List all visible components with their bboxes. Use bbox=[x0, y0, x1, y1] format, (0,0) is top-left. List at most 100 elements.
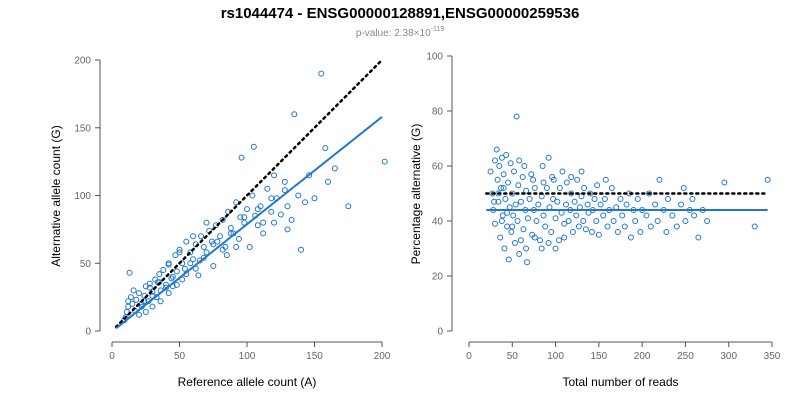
left-y-tick-label: 200 bbox=[74, 56, 91, 67]
right-panel: 0 50 100 150 200 250 300 350 0 20 40 60 80 100 Total… bbox=[409, 52, 781, 390]
right-point bbox=[563, 201, 569, 208]
right-point bbox=[540, 212, 547, 219]
right-point bbox=[540, 179, 547, 186]
left-point bbox=[165, 260, 172, 267]
right-point bbox=[519, 174, 526, 180]
left-point bbox=[176, 249, 183, 256]
left-point bbox=[181, 265, 188, 272]
left-x-tick-label: 100 bbox=[239, 351, 256, 362]
right-point bbox=[523, 245, 530, 252]
right-point bbox=[491, 198, 498, 205]
left-point bbox=[179, 276, 186, 283]
left-point bbox=[233, 244, 240, 250]
right-point bbox=[528, 171, 535, 178]
right-y-tick-label: 60 bbox=[432, 162, 444, 173]
right-point bbox=[665, 196, 672, 202]
right-point bbox=[637, 229, 644, 235]
right-point bbox=[580, 218, 587, 224]
left-point bbox=[190, 233, 196, 240]
left-point bbox=[227, 225, 234, 231]
left-panel: 0 50 100 150 200 0 50 100 150 200 Reference alle… bbox=[49, 56, 391, 390]
right-point bbox=[632, 218, 639, 224]
left-point bbox=[149, 303, 156, 310]
right-point bbox=[537, 237, 543, 244]
right-point bbox=[582, 226, 589, 233]
right-point bbox=[601, 196, 608, 202]
chart-title: rs1044474 - ENSG00000128891,ENSG00000259… bbox=[221, 5, 580, 22]
left-point bbox=[219, 216, 226, 223]
right-point bbox=[501, 245, 508, 252]
left-point bbox=[157, 298, 164, 305]
left-point bbox=[295, 192, 302, 199]
right-point bbox=[508, 229, 515, 235]
left-point bbox=[281, 187, 288, 194]
right-point bbox=[492, 157, 498, 164]
right-point bbox=[507, 160, 514, 167]
right-x-tick-label: 50 bbox=[507, 351, 519, 362]
right-point bbox=[652, 201, 659, 208]
left-y-axis-label: Alternative allele count (G) bbox=[49, 125, 63, 266]
left-point bbox=[125, 303, 132, 310]
left-point bbox=[381, 158, 388, 165]
right-point bbox=[721, 179, 728, 186]
right-point bbox=[524, 215, 531, 222]
left-point bbox=[244, 206, 250, 213]
right-point bbox=[593, 218, 600, 224]
right-point bbox=[573, 212, 580, 219]
left-point bbox=[254, 222, 261, 229]
left-point bbox=[288, 216, 295, 223]
right-point bbox=[498, 218, 505, 224]
right-point bbox=[561, 220, 568, 227]
right-point bbox=[558, 209, 565, 216]
right-point bbox=[646, 190, 653, 197]
right-point bbox=[531, 185, 538, 191]
right-point bbox=[568, 174, 575, 180]
right-point bbox=[678, 201, 685, 208]
left-point bbox=[217, 233, 223, 240]
right-y-tick-label: 20 bbox=[432, 272, 444, 283]
left-y-tick-label: 50 bbox=[80, 259, 92, 270]
left-point bbox=[160, 267, 167, 273]
right-point bbox=[623, 201, 630, 208]
right-x-ticks: 0 50 100 150 200 250 300 350 bbox=[466, 342, 781, 362]
left-point bbox=[165, 290, 172, 297]
right-y-axis-label: Percentage alternative (G) bbox=[409, 124, 423, 265]
left-point bbox=[142, 283, 149, 290]
left-point bbox=[198, 233, 205, 240]
right-point bbox=[499, 212, 506, 219]
right-point bbox=[563, 179, 570, 186]
right-y-ticks: 0 20 40 60 80 100 bbox=[426, 52, 452, 338]
left-point bbox=[249, 192, 256, 199]
left-point bbox=[268, 195, 275, 202]
right-point bbox=[608, 185, 615, 191]
right-point bbox=[578, 168, 585, 175]
right-point bbox=[552, 215, 559, 222]
left-point bbox=[125, 298, 132, 305]
left-x-tick-label: 200 bbox=[374, 351, 391, 362]
right-point bbox=[600, 212, 607, 219]
right-point bbox=[565, 218, 572, 224]
right-point bbox=[517, 237, 524, 244]
left-point bbox=[142, 309, 149, 315]
right-point bbox=[513, 113, 520, 120]
right-point bbox=[545, 240, 552, 246]
left-point bbox=[331, 165, 338, 172]
left-point bbox=[190, 256, 196, 263]
right-point bbox=[523, 187, 530, 194]
left-reference-line bbox=[114, 58, 384, 329]
right-point bbox=[571, 198, 578, 205]
right-point bbox=[594, 182, 601, 189]
right-point bbox=[604, 223, 611, 230]
right-point bbox=[511, 240, 518, 246]
left-point bbox=[156, 271, 163, 278]
left-point bbox=[260, 219, 267, 226]
right-point bbox=[614, 229, 621, 235]
right-x-tick-label: 100 bbox=[547, 351, 564, 362]
right-point bbox=[520, 226, 527, 233]
right-point bbox=[643, 212, 650, 219]
right-point bbox=[568, 190, 575, 197]
right-x-tick-label: 250 bbox=[677, 351, 694, 362]
left-point bbox=[302, 199, 308, 206]
left-point bbox=[246, 244, 253, 250]
left-point bbox=[271, 219, 277, 226]
